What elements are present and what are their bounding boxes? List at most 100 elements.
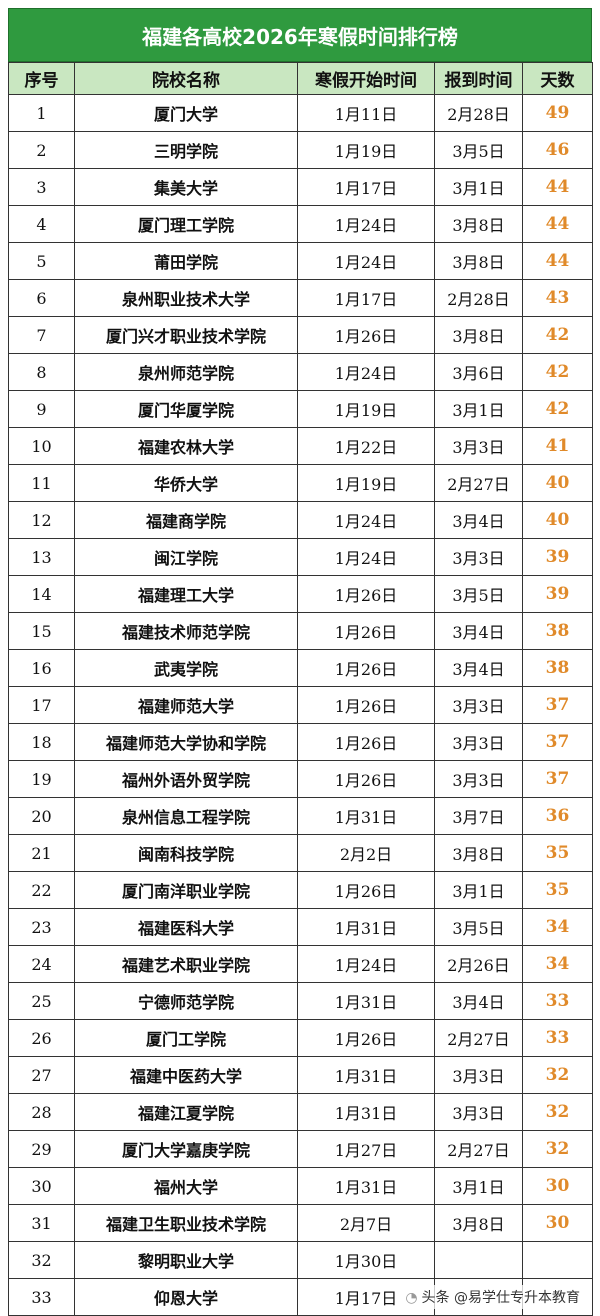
school-name: 厦门大学嘉庚学院	[74, 1130, 298, 1168]
school-name: 福建商学院	[74, 501, 298, 539]
days-count: 46	[522, 131, 593, 169]
report-date: 3月6日	[434, 353, 523, 391]
header-school-name: 院校名称	[74, 62, 298, 95]
report-date: 3月7日	[434, 797, 523, 835]
school-name: 福建师范大学	[74, 686, 298, 724]
school-name: 武夷学院	[74, 649, 298, 687]
school-name: 厦门大学	[74, 94, 298, 132]
header-break-start: 寒假开始时间	[297, 62, 435, 95]
table-row: 23 福建医科大学 1月31日 3月5日 34	[8, 908, 593, 946]
row-index: 14	[8, 575, 75, 613]
school-name: 泉州信息工程学院	[74, 797, 298, 835]
table-row: 12 福建商学院 1月24日 3月4日 40	[8, 501, 593, 539]
school-name: 厦门兴才职业技术学院	[74, 316, 298, 354]
school-name: 福建卫生职业技术学院	[74, 1204, 298, 1242]
school-name: 厦门工学院	[74, 1019, 298, 1057]
school-name: 福建农林大学	[74, 427, 298, 465]
table-row: 22 厦门南洋职业学院 1月26日 3月1日 35	[8, 871, 593, 909]
school-name: 厦门华厦学院	[74, 390, 298, 428]
school-name: 厦门理工学院	[74, 205, 298, 243]
row-index: 30	[8, 1167, 75, 1205]
days-count: 32	[522, 1056, 593, 1094]
watermark: ◔ 头条 @易学仕专升本教育	[399, 1285, 586, 1309]
break-start: 1月26日	[297, 612, 435, 650]
table-row: 21 闽南科技学院 2月2日 3月8日 35	[8, 834, 593, 872]
days-count: 43	[522, 279, 593, 317]
row-index: 6	[8, 279, 75, 317]
days-count: 38	[522, 612, 593, 650]
days-count: 44	[522, 242, 593, 280]
days-count: 34	[522, 908, 593, 946]
row-index: 32	[8, 1241, 75, 1279]
break-start: 1月22日	[297, 427, 435, 465]
row-index: 9	[8, 390, 75, 428]
table-row: 20 泉州信息工程学院 1月31日 3月7日 36	[8, 797, 593, 835]
days-count: 44	[522, 205, 593, 243]
days-count: 44	[522, 168, 593, 206]
school-name: 福建理工大学	[74, 575, 298, 613]
school-name: 泉州职业技术大学	[74, 279, 298, 317]
days-count: 38	[522, 649, 593, 687]
ranking-table: 序号 院校名称 寒假开始时间 报到时间 天数 1 厦门大学 1月11日 2月28日 49…	[8, 62, 593, 1316]
table-row: 9 厦门华厦学院 1月19日 3月1日 42	[8, 390, 593, 428]
report-date: 3月8日	[434, 242, 523, 280]
report-date: 2月27日	[434, 1019, 523, 1057]
school-name: 厦门南洋职业学院	[74, 871, 298, 909]
days-count: 42	[522, 390, 593, 428]
table-row: 18 福建师范大学协和学院 1月26日 3月3日 37	[8, 723, 593, 761]
row-index: 11	[8, 464, 75, 502]
school-name: 福建医科大学	[74, 908, 298, 946]
days-count: 37	[522, 723, 593, 761]
table-title: 福建各高校2026年寒假时间排行榜	[8, 8, 592, 62]
days-count: 40	[522, 464, 593, 502]
table-row: 30 福州大学 1月31日 3月1日 30	[8, 1167, 593, 1205]
school-name: 闽南科技学院	[74, 834, 298, 872]
report-date: 3月3日	[434, 1093, 523, 1131]
break-start: 1月11日	[297, 94, 435, 132]
row-index: 5	[8, 242, 75, 280]
school-name: 福州外语外贸学院	[74, 760, 298, 798]
header-row: 序号 院校名称 寒假开始时间 报到时间 天数	[8, 62, 593, 95]
ranking-table-container: 福建各高校2026年寒假时间排行榜 序号 院校名称 寒假开始时间 报到时间 天数…	[8, 8, 593, 1316]
school-name: 莆田学院	[74, 242, 298, 280]
report-date: 3月8日	[434, 205, 523, 243]
days-count: 42	[522, 353, 593, 391]
table-row: 27 福建中医药大学 1月31日 3月3日 32	[8, 1056, 593, 1094]
break-start: 1月24日	[297, 205, 435, 243]
table-row: 6 泉州职业技术大学 1月17日 2月28日 43	[8, 279, 593, 317]
row-index: 19	[8, 760, 75, 798]
school-name: 三明学院	[74, 131, 298, 169]
days-count: 37	[522, 686, 593, 724]
report-date: 3月8日	[434, 834, 523, 872]
break-start: 1月19日	[297, 131, 435, 169]
table-row: 19 福州外语外贸学院 1月26日 3月3日 37	[8, 760, 593, 798]
report-date: 3月5日	[434, 131, 523, 169]
break-start: 1月26日	[297, 760, 435, 798]
school-name: 福州大学	[74, 1167, 298, 1205]
table-row: 11 华侨大学 1月19日 2月27日 40	[8, 464, 593, 502]
report-date: 3月8日	[434, 1204, 523, 1242]
days-count: 37	[522, 760, 593, 798]
table-row: 10 福建农林大学 1月22日 3月3日 41	[8, 427, 593, 465]
report-date: 3月4日	[434, 501, 523, 539]
days-count: 35	[522, 834, 593, 872]
table-body: 1 厦门大学 1月11日 2月28日 49 2 三明学院 1月19日 3月5日 46 3 集美大学 1月…	[8, 94, 593, 1316]
row-index: 12	[8, 501, 75, 539]
break-start: 2月7日	[297, 1204, 435, 1242]
break-start: 1月26日	[297, 649, 435, 687]
days-count: 33	[522, 982, 593, 1020]
table-row: 28 福建江夏学院 1月31日 3月3日 32	[8, 1093, 593, 1131]
share-icon: ◔	[405, 1290, 418, 1306]
break-start: 1月17日	[297, 168, 435, 206]
report-date: 2月26日	[434, 945, 523, 983]
table-row: 3 集美大学 1月17日 3月1日 44	[8, 168, 593, 206]
report-date: 3月1日	[434, 1167, 523, 1205]
row-index: 17	[8, 686, 75, 724]
days-count: 33	[522, 1019, 593, 1057]
report-date: 3月5日	[434, 575, 523, 613]
table-row: 2 三明学院 1月19日 3月5日 46	[8, 131, 593, 169]
report-date: 3月3日	[434, 760, 523, 798]
break-start: 1月30日	[297, 1241, 435, 1279]
report-date: 3月3日	[434, 686, 523, 724]
school-name: 黎明职业大学	[74, 1241, 298, 1279]
